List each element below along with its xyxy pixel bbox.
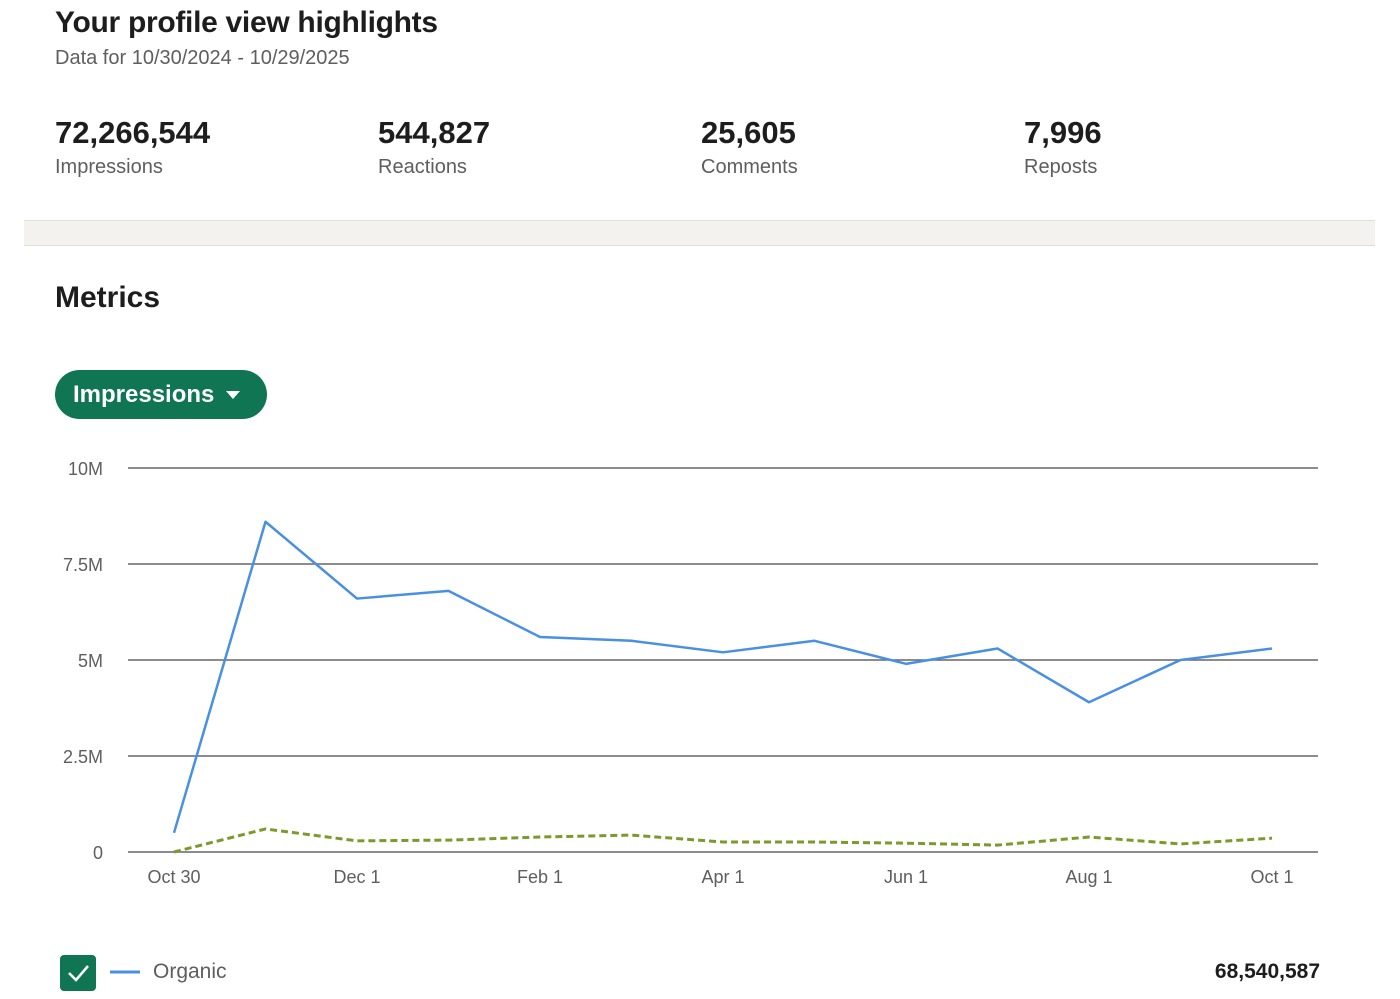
dropdown-label: Impressions [73,380,215,408]
y-tick-label: 10M [68,459,103,479]
series-line [173,827,1273,854]
legend-label: Organic [153,960,227,983]
date-range: Data for 10/30/2024 - 10/29/2025 [55,47,350,69]
section-title: Metrics [55,281,161,314]
stat-label: Reactions [378,156,467,178]
stat-label: Reposts [1024,156,1098,178]
y-tick-label: 7.5M [63,555,103,575]
stat-value: 544,827 [378,115,491,150]
stat-label: Impressions [55,156,163,178]
chart: 0 2.5M 5M 7.5M 10M Oct 30 Dec 1 Feb 1 Apr 1 Jun 1… [63,459,1318,887]
x-tick-label: Jun 1 [884,867,928,887]
series-line [172,520,1273,834]
legend-checkbox[interactable] [60,955,96,991]
caret [226,390,241,399]
x-tick-label: Dec 1 [333,867,380,887]
legend-swatch [110,970,140,974]
divider [24,220,1375,246]
y-tick-label: 0 [93,843,103,863]
check-icon [68,965,89,982]
page-title: Your profile view highlights [55,6,438,39]
x-tick-label: Oct 30 [147,867,200,887]
metric-dropdown[interactable]: Impressions [55,370,267,419]
x-tick-label: Oct 1 [1250,867,1293,887]
x-tick-label: Apr 1 [701,867,744,887]
x-tick-label: Aug 1 [1065,867,1112,887]
legend-total: 68,540,587 [1214,960,1320,983]
x-tick-label: Feb 1 [517,867,563,887]
y-tick-label: 5M [78,651,103,671]
stat-value: 7,996 [1024,115,1102,150]
stat-value: 25,605 [701,115,796,150]
y-tick-label: 2.5M [63,747,103,767]
stat-value: 72,266,544 [55,115,211,150]
stat-label: Comments [701,156,798,178]
